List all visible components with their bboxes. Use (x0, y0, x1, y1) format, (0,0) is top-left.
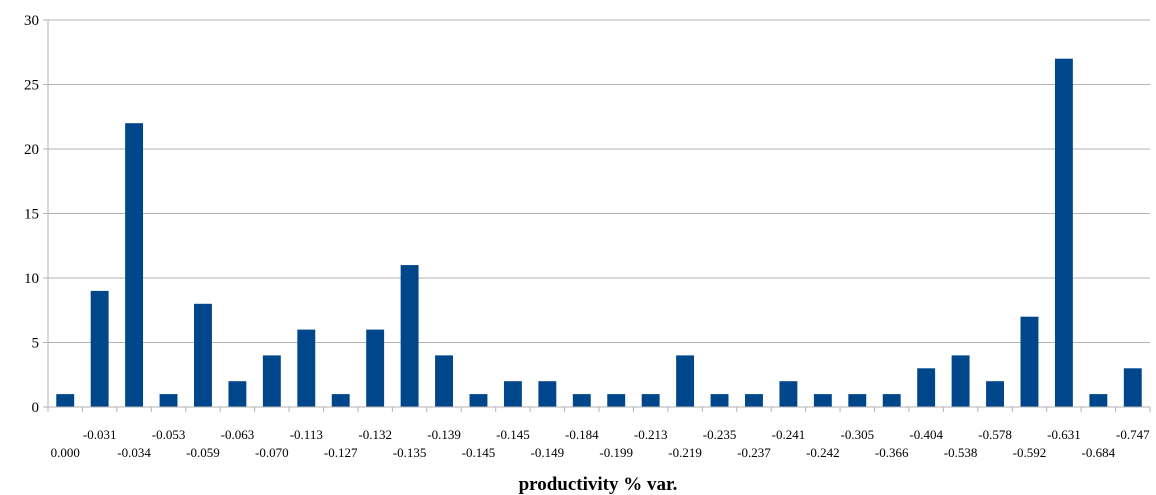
x-tick-label: -0.305 (840, 427, 874, 442)
x-tick-label: -0.063 (221, 427, 255, 442)
bar (228, 381, 247, 407)
bar (435, 355, 453, 407)
x-tick-label: -0.592 (1013, 445, 1047, 460)
x-tick-label: -0.404 (909, 427, 943, 442)
bar (400, 265, 419, 407)
bar (607, 394, 626, 407)
bar (1054, 58, 1073, 407)
x-tick-label: -0.135 (393, 445, 427, 460)
x-axis-ticks: 0.000-0.031-0.034-0.053-0.059-0.063-0.07… (47, 407, 1151, 460)
bar (1123, 368, 1142, 407)
bars (56, 58, 1142, 407)
x-tick-label: -0.145 (496, 427, 530, 442)
x-tick-label: -0.366 (875, 445, 909, 460)
gridlines (48, 19, 1150, 408)
x-tick-label: -0.684 (1082, 445, 1116, 460)
bar (745, 394, 763, 407)
x-tick-label: -0.199 (599, 445, 633, 460)
bar (572, 394, 591, 407)
x-tick-label: -0.747 (1116, 427, 1150, 442)
bar (331, 394, 350, 407)
bar (917, 368, 936, 407)
x-tick-label: -0.070 (255, 445, 289, 460)
bar (262, 355, 281, 407)
bar (986, 381, 1004, 407)
y-tick-label: 10 (24, 271, 39, 287)
bar (297, 329, 316, 407)
bar (90, 290, 109, 407)
bar (641, 394, 660, 407)
x-tick-label: -0.127 (324, 445, 358, 460)
x-tick-label: -0.237 (737, 445, 771, 460)
y-axis-ticks: 0 5 10 15 20 25 30 (24, 13, 48, 416)
y-tick-label: 20 (24, 142, 39, 158)
bar (194, 303, 212, 407)
bar (503, 381, 522, 407)
y-tick-label: 0 (32, 400, 40, 416)
x-tick-label: -0.219 (668, 445, 702, 460)
bar (538, 381, 557, 407)
y-tick-label: 30 (24, 13, 39, 29)
x-tick-label: -0.059 (186, 445, 220, 460)
bar (125, 123, 144, 407)
x-tick-label: -0.235 (703, 427, 737, 442)
x-tick-label: -0.213 (634, 427, 668, 442)
x-tick-label: -0.031 (83, 427, 117, 442)
bar (813, 394, 832, 407)
bar (882, 394, 901, 407)
x-tick-label: -0.149 (531, 445, 565, 460)
y-tick-label: 25 (24, 78, 39, 94)
x-tick-label: -0.053 (152, 427, 186, 442)
y-tick-label: 5 (32, 336, 40, 352)
x-tick-label: -0.132 (358, 427, 392, 442)
x-tick-label: -0.184 (565, 427, 599, 442)
bar (951, 355, 970, 407)
bar (848, 394, 867, 407)
bar (366, 329, 385, 407)
x-tick-label: -0.242 (806, 445, 840, 460)
bar (56, 394, 75, 407)
bar (469, 394, 488, 407)
bar (159, 394, 178, 407)
x-tick-label: -0.241 (772, 427, 806, 442)
x-tick-label: -0.145 (462, 445, 496, 460)
x-tick-label: -0.139 (427, 427, 461, 442)
x-tick-label: -0.631 (1047, 427, 1081, 442)
x-tick-label: 0.000 (51, 445, 80, 460)
bar (1089, 394, 1108, 407)
x-tick-label: -0.538 (944, 445, 978, 460)
x-tick-label: -0.578 (978, 427, 1012, 442)
bar (1020, 316, 1039, 407)
bar (779, 381, 798, 407)
x-tick-label: -0.113 (290, 427, 323, 442)
y-tick-label: 15 (24, 207, 39, 223)
x-tick-label: -0.034 (117, 445, 151, 460)
bar (710, 394, 729, 407)
x-axis-label: productivity % var. (519, 474, 678, 495)
bar (676, 355, 695, 407)
